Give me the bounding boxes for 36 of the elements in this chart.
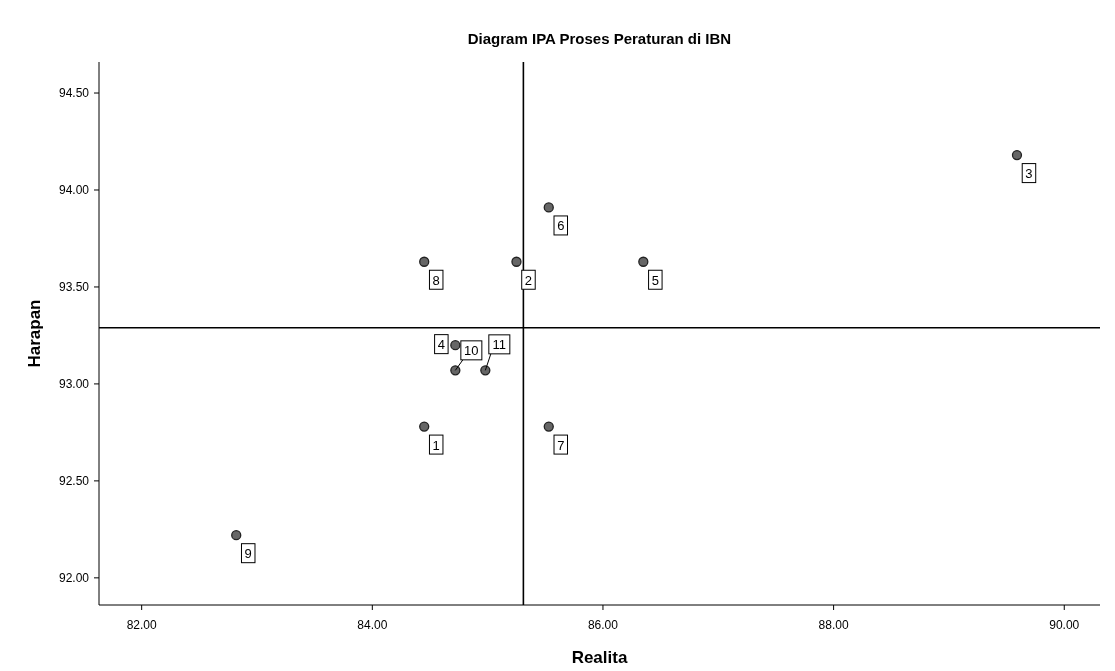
x-tick-label: 88.00 bbox=[818, 618, 849, 632]
x-axis-title: Realita bbox=[571, 648, 628, 667]
y-tick-label: 93.50 bbox=[58, 279, 90, 294]
point bbox=[543, 202, 554, 213]
y-tick-label: 92.50 bbox=[58, 473, 90, 488]
y-tick-label: 93.00 bbox=[58, 376, 90, 391]
y-tick-label: 94.50 bbox=[58, 86, 90, 101]
point bbox=[419, 256, 430, 267]
annotation: 11 bbox=[492, 337, 507, 353]
annotation: 4 bbox=[437, 337, 445, 353]
annotation: 8 bbox=[432, 272, 440, 288]
annotation: 1 bbox=[432, 437, 440, 453]
annotation: 3 bbox=[1025, 166, 1033, 182]
annotation: 2 bbox=[524, 272, 533, 288]
point bbox=[1011, 149, 1023, 161]
x-tick-label: 90.00 bbox=[1049, 618, 1080, 632]
y-tick-label: 92.00 bbox=[58, 570, 90, 585]
point bbox=[450, 365, 461, 376]
annotation: 9 bbox=[244, 546, 252, 562]
point bbox=[450, 339, 461, 351]
point bbox=[543, 421, 554, 432]
point bbox=[638, 256, 649, 267]
point bbox=[511, 256, 522, 267]
chart-title: Diagram IPA Proses Peraturan di IBN bbox=[467, 30, 732, 47]
x-tick-label: 84.00 bbox=[357, 618, 388, 632]
x-tick-label: 82.00 bbox=[126, 618, 158, 632]
annotation: 5 bbox=[651, 272, 659, 288]
y-axis-title: Harapan bbox=[25, 299, 44, 368]
y-tick-label: 94.00 bbox=[58, 182, 90, 197]
x-tick-label: 86.00 bbox=[587, 618, 619, 632]
annotation: 6 bbox=[557, 218, 565, 234]
annotation: 10 bbox=[464, 343, 479, 359]
point bbox=[231, 530, 242, 541]
point bbox=[480, 365, 491, 376]
annotation: 7 bbox=[557, 437, 565, 453]
point bbox=[419, 421, 430, 432]
